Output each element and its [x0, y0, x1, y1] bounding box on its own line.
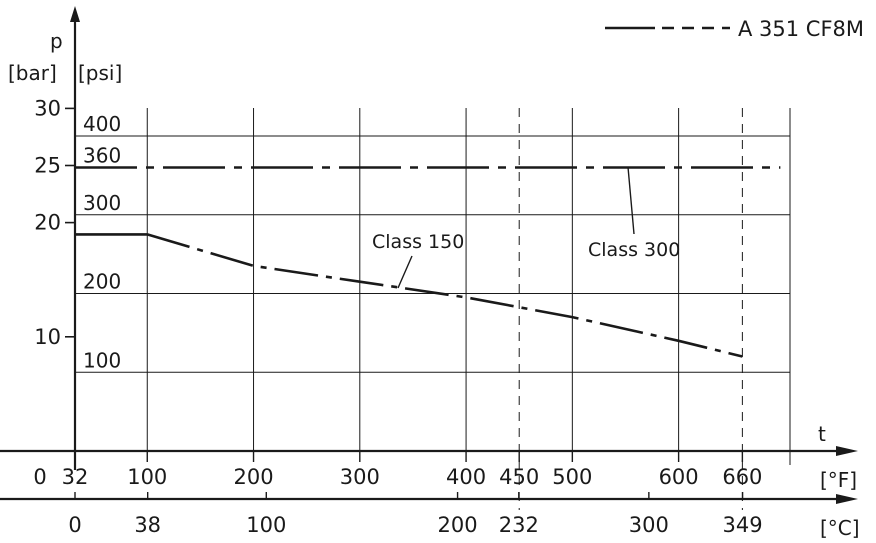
reference-lines	[518, 108, 743, 510]
annotation-class-300-label: Class 300	[588, 239, 680, 261]
y-psi-tick-label: 100	[83, 348, 121, 372]
x-c-tick-label: 100	[246, 513, 286, 537]
y-bar-tick-label: 25	[34, 154, 61, 178]
y-axis-arrow	[70, 6, 80, 22]
x-c-tick-label: 0	[68, 513, 81, 537]
axes	[0, 6, 858, 504]
tick-labels: 10 20 25 30 100 200 300 360 400 0 32 100 200 300 400 45…	[33, 96, 762, 537]
y-axis-bar-unit: [bar]	[8, 61, 57, 85]
y-bar-tick-label: 10	[34, 325, 61, 349]
x-c-tick-label: 38	[134, 513, 161, 537]
x-f-tick-label: 32	[62, 465, 89, 489]
annotation-class-150: Class 150	[372, 231, 464, 289]
x-f-tick-label: 200	[233, 465, 273, 489]
y-psi-tick-label: 200	[83, 270, 121, 294]
x-axis-f-unit: [°F]	[820, 468, 857, 492]
x-f-tick-label: 450	[499, 465, 539, 489]
x-c-tick-label: 200	[438, 513, 478, 537]
y-psi-tick-label: 360	[83, 144, 121, 168]
y-axis-psi-unit: [psi]	[78, 61, 122, 85]
x-axis-title: t	[818, 422, 826, 446]
annotation-class-300: Class 300	[588, 166, 680, 261]
x-f-tick-label: 600	[659, 465, 699, 489]
y-axis-title: p	[50, 29, 63, 53]
x-c-tick-label: 300	[629, 513, 669, 537]
annotation-class-150-label: Class 150	[372, 231, 464, 253]
series-layer	[75, 166, 781, 358]
x-axis-celsius-arrow	[836, 494, 858, 504]
grid-lines	[75, 108, 791, 465]
y-psi-tick-label: 400	[83, 112, 121, 136]
legend-label: A 351 CF8M	[738, 17, 864, 41]
series-class-150	[146, 233, 743, 358]
x-f-tick-label: 500	[552, 465, 592, 489]
x-f-tick-label: 100	[127, 465, 167, 489]
x-axis-fahrenheit-arrow	[836, 446, 858, 456]
legend: A 351 CF8M	[605, 17, 864, 41]
x-axis-c-unit: [°C]	[820, 516, 860, 540]
x-c-tick-label: 232	[499, 513, 539, 537]
x-f-tick-label: 300	[340, 465, 380, 489]
y-bar-tick-label: 20	[34, 211, 61, 235]
x-c-tick-label: 349	[723, 513, 763, 537]
x-f-tick-label: 660	[722, 465, 762, 489]
x-f-tick-label: 400	[446, 465, 486, 489]
annotation-class-150-leader	[397, 255, 413, 289]
annotation-class-300-leader	[627, 166, 635, 235]
x-f-tick-label: 0	[33, 465, 46, 489]
y-bar-tick-label: 30	[34, 96, 61, 120]
y-psi-tick-label: 300	[83, 191, 121, 215]
